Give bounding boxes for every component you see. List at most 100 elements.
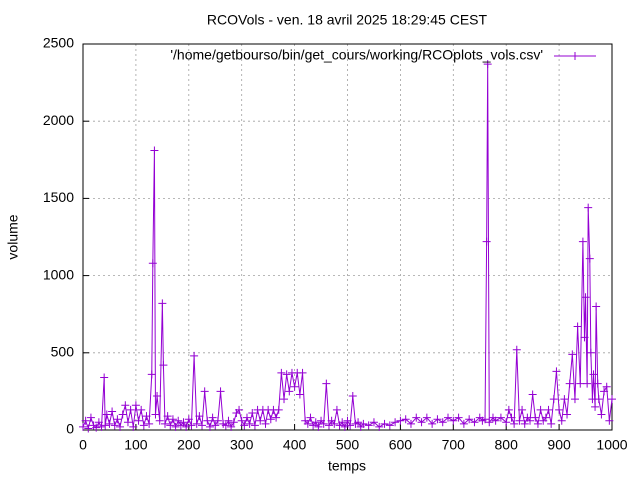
data-point (123, 418, 132, 427)
data-point (102, 410, 111, 419)
data-point (578, 237, 587, 246)
data-point (565, 379, 574, 388)
data-point (459, 419, 468, 428)
data-point (602, 382, 611, 391)
data-point (573, 322, 582, 331)
y-tick-label: 500 (51, 344, 75, 360)
data-point (552, 367, 561, 376)
data-point (359, 419, 368, 428)
data-point (182, 422, 191, 431)
data-point (240, 421, 249, 430)
data-point (203, 416, 212, 425)
data-point (168, 415, 177, 424)
data-point (159, 361, 168, 370)
data-point (422, 413, 431, 422)
data-point (118, 410, 127, 419)
data-point (526, 416, 535, 425)
data-point (563, 410, 572, 419)
data-point (221, 421, 230, 430)
data-point (190, 351, 199, 360)
data-point (319, 419, 328, 428)
data-point (444, 413, 453, 422)
data-point (137, 405, 146, 414)
data-point (454, 413, 463, 422)
data-point (235, 405, 244, 414)
data-point (108, 407, 117, 416)
data-point (272, 413, 281, 422)
data-point (391, 418, 400, 427)
legend-label: '/home/getbourso/bin/get_cours/working/R… (170, 47, 543, 63)
data-point (184, 415, 193, 424)
data-point (280, 395, 289, 404)
data-point (148, 259, 157, 268)
data-point (465, 415, 474, 424)
data-point (338, 418, 347, 427)
data-point (314, 422, 323, 431)
data-point (139, 421, 148, 430)
data-point (600, 387, 609, 396)
data-point (518, 405, 527, 414)
data-point (245, 419, 254, 428)
y-tick-label: 1000 (43, 266, 74, 282)
data-point (227, 422, 236, 431)
data-point (100, 373, 109, 382)
data-point (515, 416, 524, 425)
data-point (84, 424, 93, 433)
data-point (417, 418, 426, 427)
data-point (507, 413, 516, 422)
data-point (585, 254, 594, 263)
data-point (274, 405, 283, 414)
data-point (277, 368, 286, 377)
data-point (160, 419, 169, 428)
legend-marker (571, 52, 579, 60)
data-point (216, 387, 225, 396)
data-point (576, 379, 585, 388)
data-point (396, 416, 405, 425)
data-point (145, 419, 154, 428)
data-point (171, 422, 180, 431)
data-point (589, 370, 598, 379)
data-point (482, 237, 491, 246)
data-point (586, 348, 595, 357)
data-point (354, 418, 363, 427)
data-point (584, 203, 593, 212)
data-point (324, 421, 333, 430)
x-tick-label: 700 (442, 437, 466, 453)
data-point (248, 409, 257, 418)
data-point (306, 413, 315, 422)
data-point (491, 416, 500, 425)
data-point (504, 405, 513, 414)
chart-title: RCOVols - ven. 18 avril 2025 18:29:45 CE… (207, 12, 488, 28)
data-point (187, 421, 196, 430)
data-point (544, 405, 553, 414)
data-point (541, 413, 550, 422)
data-point (290, 382, 299, 391)
y-tick-label: 1500 (43, 189, 74, 205)
data-point (322, 379, 331, 388)
data-point (533, 419, 542, 428)
data-point (433, 415, 442, 424)
data-point (428, 419, 437, 428)
data-point (605, 416, 614, 425)
data-point (528, 390, 537, 399)
data-point (198, 421, 207, 430)
data-point (153, 392, 162, 401)
data-point (155, 416, 164, 425)
x-tick-label: 500 (336, 437, 360, 453)
data-point (483, 60, 492, 69)
data-point (311, 418, 320, 427)
data-point (86, 413, 95, 422)
data-point (531, 413, 540, 422)
data-point (158, 299, 167, 308)
data-point (131, 401, 140, 410)
data-point (520, 419, 529, 428)
x-tick-label: 0 (79, 437, 87, 453)
x-tick-label: 1000 (596, 437, 627, 453)
data-point (242, 413, 251, 422)
data-point (348, 392, 357, 401)
data-point (593, 379, 602, 388)
data-point (496, 413, 505, 422)
data-point (256, 416, 265, 425)
data-point (580, 333, 589, 342)
